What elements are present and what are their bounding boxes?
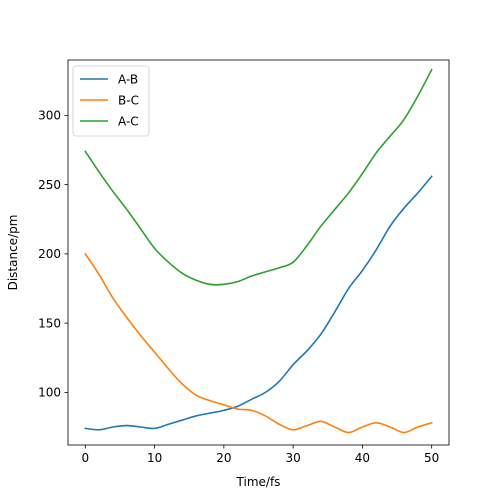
series-layer (84, 68, 433, 434)
legend-label: B-C (118, 94, 139, 108)
legend: A-B B-C A-C (72, 65, 150, 137)
series-line-b-c (84, 252, 433, 434)
legend-label: A-C (118, 115, 139, 129)
legend-label: A-B (118, 73, 138, 87)
y-axis-label: Distance/pm (6, 215, 20, 291)
legend-box (72, 65, 150, 137)
y-tick-label: 100 (38, 386, 61, 400)
x-tick-label: 40 (355, 451, 370, 465)
x-axis-label: Time/fs (236, 475, 281, 489)
series-line-a-b (84, 175, 433, 431)
series-line-a-c (84, 68, 433, 286)
y-tick-label: 300 (38, 109, 61, 123)
x-tick-label: 50 (424, 451, 439, 465)
x-tick-label: 30 (285, 451, 300, 465)
x-tick-label: 20 (216, 451, 231, 465)
x-tick-label: 10 (147, 451, 162, 465)
tick-layer: 0 10 20 30 40 50 100 150 200 250 300 (38, 109, 439, 465)
plot-frame (67, 59, 450, 446)
y-tick-label: 150 (38, 316, 61, 330)
x-tick-label: 0 (81, 451, 89, 465)
y-tick-label: 200 (38, 247, 61, 261)
y-tick-label: 250 (38, 178, 61, 192)
